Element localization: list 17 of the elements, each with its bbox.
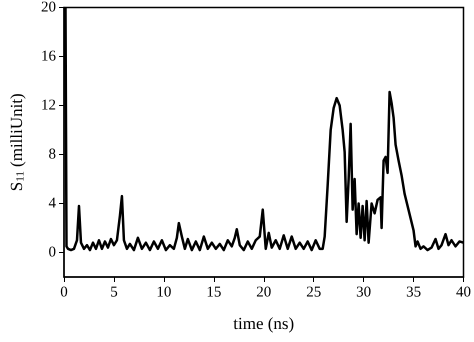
- x-tick-label: 30: [356, 284, 372, 300]
- x-tick-label: 20: [256, 284, 272, 300]
- y-tick-label: 20: [41, 0, 56, 16]
- y-tick-label: 16: [41, 48, 56, 64]
- x-tick-label: 10: [156, 284, 172, 300]
- y-tick-label: 0: [48, 244, 56, 260]
- x-tick-label: 5: [110, 284, 118, 300]
- x-tick-label: 25: [306, 284, 322, 300]
- y-tick-label: 8: [48, 146, 56, 162]
- x-tick-label: 15: [206, 284, 222, 300]
- y-axis-title: S11 (milliUnit): [7, 93, 26, 192]
- x-tick-label: 0: [60, 284, 68, 300]
- y-tick-label: 12: [41, 98, 56, 114]
- x-tick-label: 40: [456, 284, 471, 300]
- x-tick-label: 35: [406, 284, 422, 300]
- x-axis-title: time (ns): [233, 314, 294, 333]
- y-tick-label: 4: [48, 196, 56, 212]
